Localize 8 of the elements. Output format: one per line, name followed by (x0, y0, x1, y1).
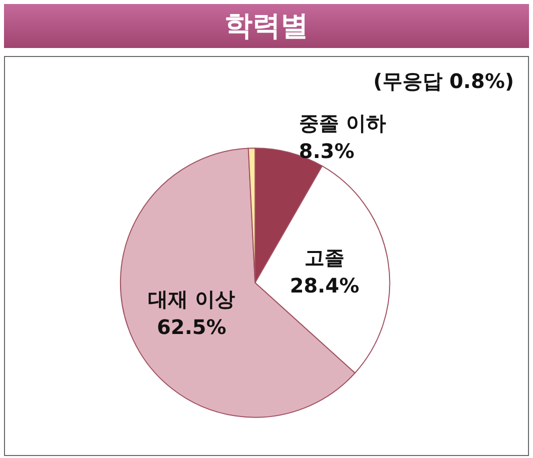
data-label: 62.5% (156, 314, 226, 339)
data-label: 8.3% (298, 139, 354, 164)
data-label: 28.4% (290, 274, 360, 298)
slice-label: 중졸 이하 (298, 111, 386, 136)
chart-title: 학력별 (4, 4, 529, 48)
text: (무응답 0.8%) (373, 69, 514, 93)
slice-label: 대재 이상 (148, 286, 236, 311)
slice-label: 고졸 (304, 246, 345, 270)
